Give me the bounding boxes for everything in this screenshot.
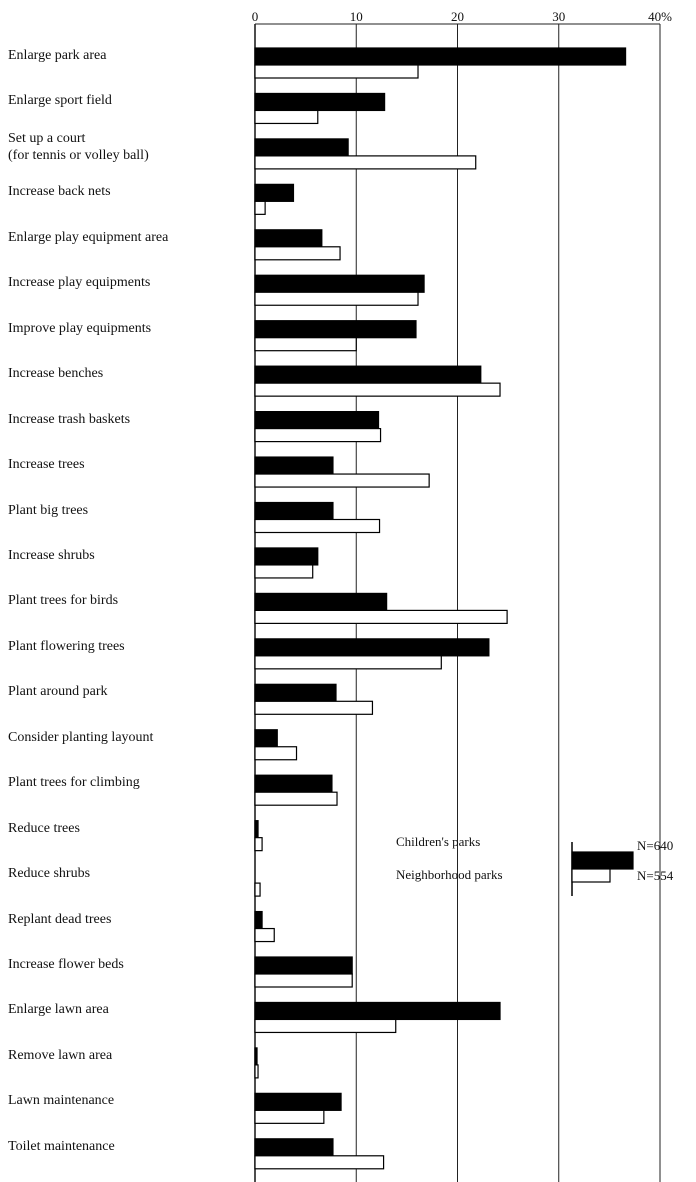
legend-label: Children's parks — [396, 834, 480, 849]
category-label: Plant flowering trees — [8, 638, 125, 654]
category-label: Remove lawn area — [8, 1047, 113, 1063]
category-label: Plant trees for birds — [8, 593, 119, 609]
x-tick-label: 0 — [252, 9, 259, 24]
bar — [254, 320, 417, 339]
bar — [254, 910, 263, 930]
category-label: Increase benches — [8, 366, 104, 382]
bar — [254, 518, 381, 534]
x-tick-label: 30 — [552, 9, 565, 24]
bar — [254, 973, 353, 988]
bar — [254, 92, 386, 112]
bar — [254, 183, 295, 202]
legend-count: N=640 — [637, 838, 673, 853]
bar — [254, 700, 374, 715]
category-label: Reduce shrubs — [8, 866, 91, 882]
bar — [254, 155, 477, 170]
bar — [254, 229, 323, 248]
bar — [254, 365, 482, 384]
x-tick-label: 40% — [648, 9, 672, 24]
bar — [254, 820, 259, 839]
bar — [254, 746, 298, 761]
category-label: Improve play equipments — [8, 320, 152, 336]
x-tick-label: 20 — [451, 9, 464, 24]
bar — [254, 246, 341, 261]
bar — [254, 138, 349, 157]
category-label: Plant trees for climbing — [8, 775, 140, 791]
legend-label: Neighborhood parks — [396, 867, 503, 882]
category-label: Toilet maintenance — [8, 1138, 115, 1154]
category-label: Increase shrubs — [8, 547, 95, 563]
legend-swatch — [571, 868, 611, 883]
bar — [254, 956, 353, 975]
category-label: Lawn maintenance — [8, 1093, 115, 1109]
category-label: Increase play equipments — [8, 275, 151, 291]
category-label: Plant big trees — [8, 502, 89, 518]
bar — [254, 564, 314, 579]
bar — [254, 683, 337, 702]
bar — [254, 837, 263, 852]
bar — [254, 1064, 259, 1079]
category-label: Enlarge play equipment area — [8, 229, 169, 245]
category-label: Enlarge lawn area — [8, 1002, 109, 1018]
x-tick-label: 10 — [350, 9, 363, 24]
bar — [254, 1047, 258, 1066]
bar — [254, 655, 442, 670]
category-label: Set up a court (for tennis or volley bal… — [8, 130, 149, 163]
category-label: Increase trash baskets — [8, 411, 131, 427]
bar — [254, 473, 430, 488]
bar — [254, 1001, 501, 1021]
bar — [254, 1018, 397, 1034]
bar — [254, 882, 261, 897]
category-label: Plant around park — [8, 684, 108, 700]
bar — [254, 547, 319, 566]
bar — [254, 291, 419, 306]
bar — [254, 411, 380, 430]
bar — [254, 501, 334, 521]
bar — [254, 592, 388, 612]
category-label: Reduce trees — [8, 820, 80, 836]
bar — [254, 337, 357, 352]
category-label: Increase back nets — [8, 184, 111, 200]
bar — [254, 109, 319, 125]
category-label: Increase flower beds — [8, 957, 124, 972]
bar — [254, 1109, 325, 1124]
category-label: Increase trees — [8, 457, 85, 473]
bar — [254, 382, 501, 397]
category-label: Enlarge park area — [8, 48, 107, 63]
bar — [254, 927, 275, 943]
category-label: Replant dead trees — [8, 911, 112, 927]
category-label: Consider planting layount — [8, 729, 154, 745]
bar — [254, 200, 266, 215]
bar — [254, 1155, 385, 1170]
bar — [254, 1092, 342, 1111]
bar — [254, 791, 338, 806]
bar — [254, 456, 334, 475]
bar — [254, 1138, 334, 1157]
bar — [254, 609, 508, 625]
bar — [254, 428, 382, 443]
bar — [254, 274, 425, 293]
bar — [254, 638, 490, 657]
bar — [254, 64, 419, 79]
category-label: Enlarge sport field — [8, 93, 112, 109]
bar — [254, 47, 627, 66]
bar — [254, 774, 333, 793]
bar — [254, 729, 278, 748]
legend-swatch — [571, 851, 634, 870]
legend-count: N=554 — [637, 868, 674, 883]
